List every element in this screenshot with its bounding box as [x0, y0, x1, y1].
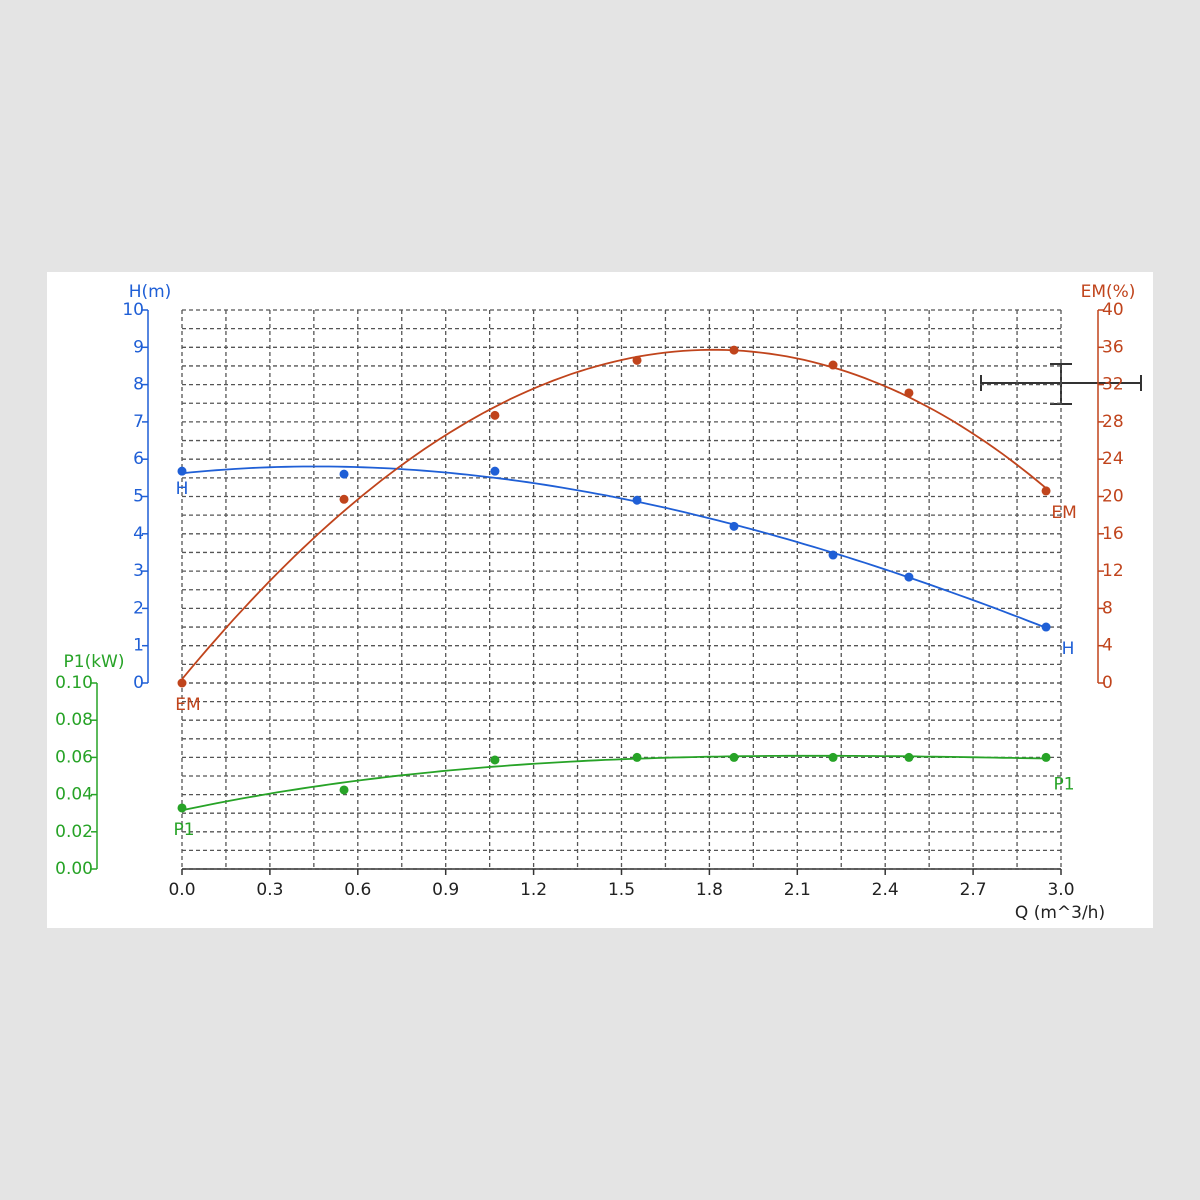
- trend-line: [181, 754, 1047, 812]
- data-point: [1041, 752, 1051, 762]
- data-point: [904, 572, 914, 582]
- y-tick-label: 32: [1102, 375, 1124, 395]
- x-tick-label: 2.7: [960, 880, 987, 900]
- y-axis-title: H(m): [129, 282, 172, 302]
- data-point: [632, 355, 642, 365]
- y-tick-label: 0.08: [55, 710, 93, 730]
- data-point: [490, 466, 500, 476]
- series-label: H: [176, 479, 189, 499]
- y-tick-label: 20: [1102, 487, 1124, 507]
- data-point: [828, 550, 838, 560]
- data-point: [1041, 622, 1051, 632]
- y-tick-label: 0.00: [55, 859, 93, 879]
- data-point: [729, 521, 739, 531]
- data-point: [177, 678, 187, 688]
- y-tick-label: 0.10: [55, 673, 93, 693]
- plot-panel: [47, 272, 1153, 928]
- y-tick-label: 2: [133, 598, 144, 618]
- data-point: [904, 388, 914, 398]
- y-tick-label: 28: [1102, 412, 1124, 432]
- data-point: [1041, 486, 1051, 496]
- y-tick-label: 12: [1102, 561, 1124, 581]
- data-point: [177, 803, 187, 813]
- data-point: [904, 752, 914, 762]
- y-tick-label: 9: [133, 337, 144, 357]
- y-tick-label: 0.04: [55, 785, 93, 805]
- y-tick-label: 24: [1102, 449, 1124, 469]
- data-point: [632, 752, 642, 762]
- x-tick-label: 0.6: [344, 880, 371, 900]
- x-tick-label: 0.3: [256, 880, 283, 900]
- y-tick-label: 5: [133, 487, 144, 507]
- data-point: [632, 495, 642, 505]
- x-tick-label: 1.8: [696, 880, 723, 900]
- y-tick-label: 36: [1102, 337, 1124, 357]
- data-point: [828, 752, 838, 762]
- y-tick-label: 6: [133, 449, 144, 469]
- data-point: [339, 469, 349, 479]
- x-tick-label: 0.0: [168, 880, 195, 900]
- y-tick-label: 10: [122, 300, 144, 320]
- trend-line: [181, 348, 1047, 680]
- y-tick-label: 0.02: [55, 822, 93, 842]
- x-tick-label: 2.1: [784, 880, 811, 900]
- data-point: [729, 345, 739, 355]
- data-point: [729, 752, 739, 762]
- y-tick-label: 16: [1102, 524, 1124, 544]
- y-tick-label: 7: [133, 412, 144, 432]
- y-tick-label: 4: [133, 524, 144, 544]
- data-point: [177, 466, 187, 476]
- x-tick-label: 2.4: [872, 880, 899, 900]
- x-tick-label: 0.9: [432, 880, 459, 900]
- y-tick-label: 8: [1102, 598, 1113, 618]
- y-tick-label: 1: [133, 636, 144, 656]
- series-label: P1: [173, 820, 194, 840]
- data-point: [828, 360, 838, 370]
- data-point: [339, 494, 349, 504]
- y3-axis-title: P1(kW): [64, 652, 125, 672]
- y-tick-label: 40: [1102, 300, 1124, 320]
- series-label: EM: [1051, 503, 1076, 523]
- y-tick-label: 8: [133, 375, 144, 395]
- y-tick-label: 0: [133, 673, 144, 693]
- y2-axis-title: EM(%): [1081, 282, 1136, 302]
- y-tick-label: 3: [133, 561, 144, 581]
- series-label: P1: [1054, 774, 1075, 794]
- x-tick-label: 3.0: [1047, 880, 1074, 900]
- x-axis-title: Q (m^3/h): [1015, 903, 1105, 923]
- x-tick-label: 1.5: [608, 880, 635, 900]
- data-point: [490, 755, 500, 765]
- x-tick-label: 1.2: [520, 880, 547, 900]
- series-label: EM: [175, 695, 200, 715]
- data-point: [490, 410, 500, 420]
- y-tick-label: 0: [1102, 673, 1113, 693]
- series-label: H: [1062, 639, 1075, 659]
- y-tick-label: 0.06: [55, 747, 93, 767]
- y-tick-label: 4: [1102, 636, 1113, 656]
- data-point: [339, 785, 349, 795]
- trend-line: [181, 465, 1047, 629]
